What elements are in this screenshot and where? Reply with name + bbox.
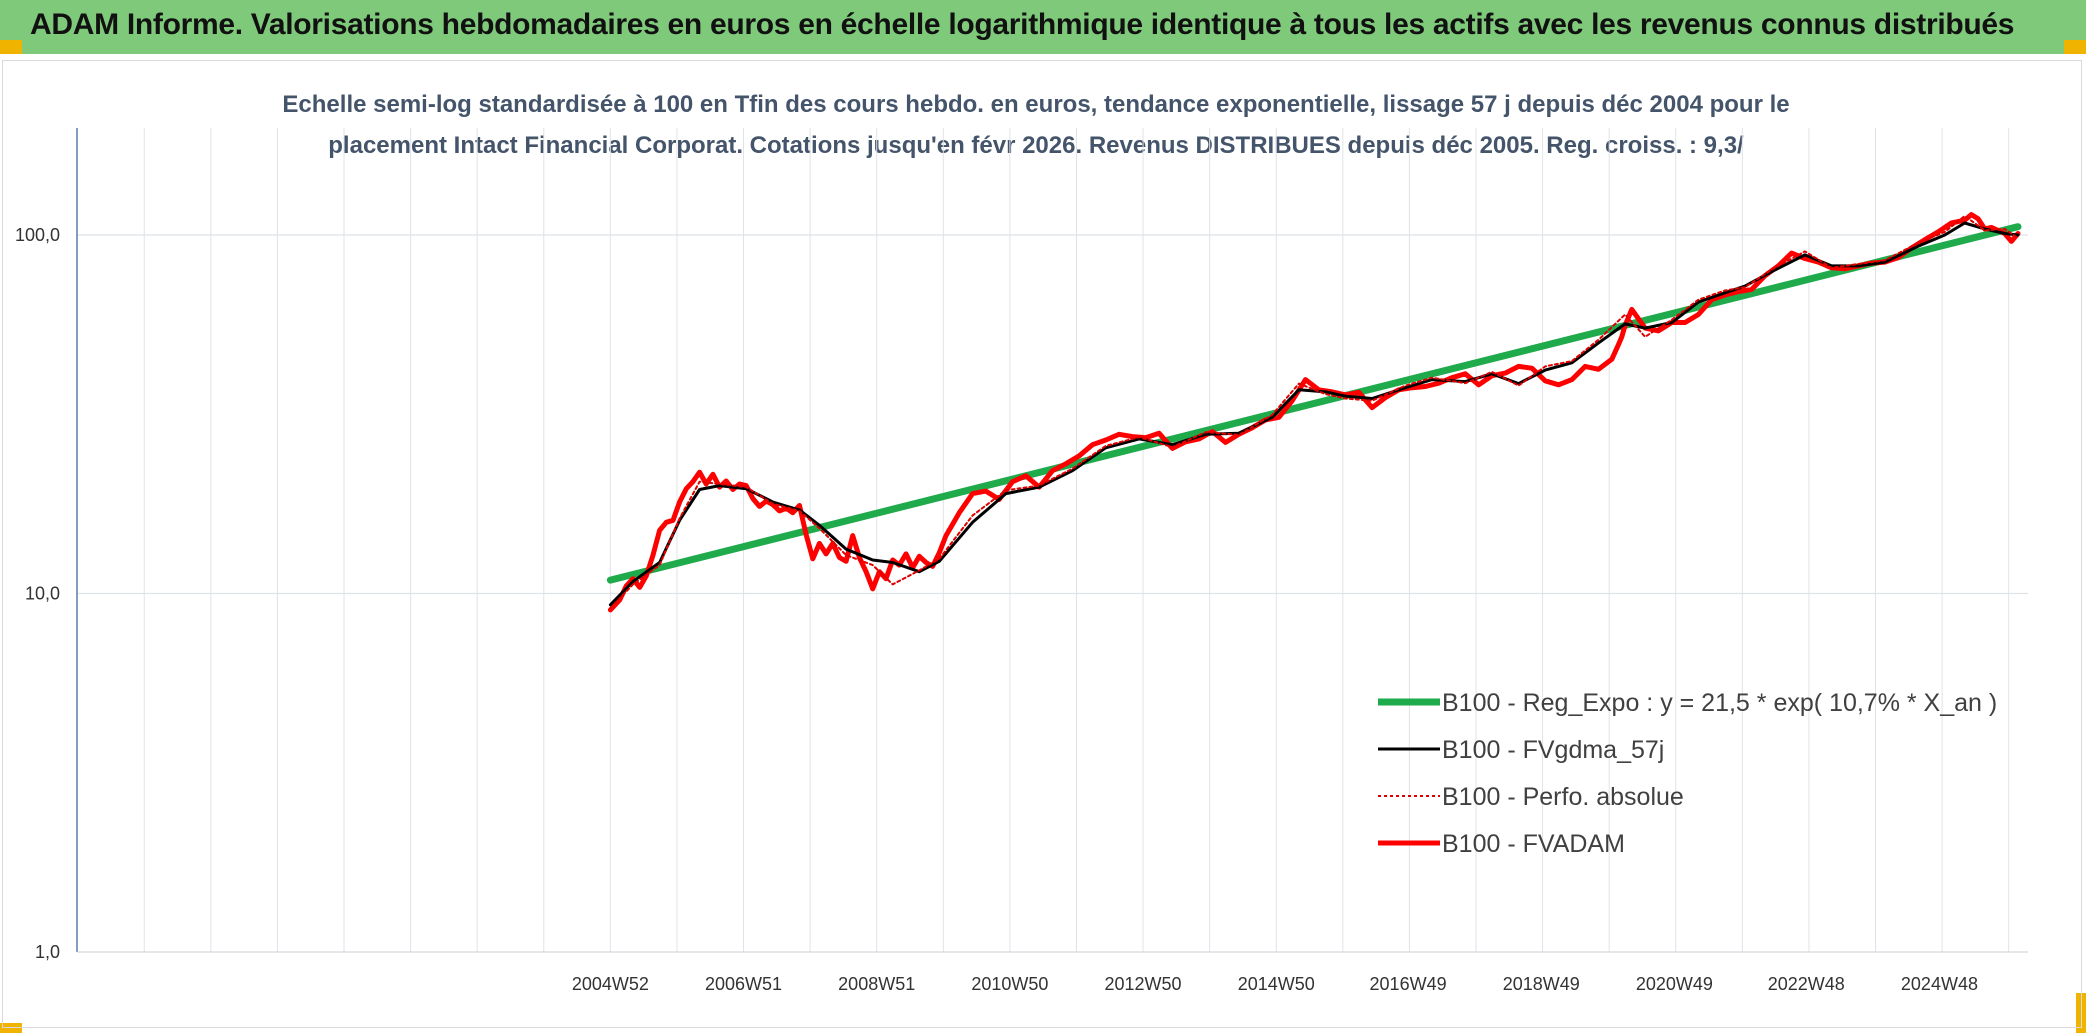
x-tick-label: 2010W50 (971, 974, 1048, 994)
x-tick-label: 2016W49 (1370, 974, 1447, 994)
chart-frame (2, 60, 2082, 1028)
x-tick-label: 2024W48 (1901, 974, 1978, 994)
corner-marker-bottom-left (0, 1023, 22, 1033)
series-line-dotted-red (609, 215, 2019, 610)
legend-label: B100 - FVgdma_57j (1442, 736, 1664, 764)
report-title: ADAM Informe. Valorisations hebdomadaire… (30, 8, 2015, 41)
chart-subtitle-line-1: Echelle semi-log standardisée à 100 en T… (282, 91, 1789, 118)
y-axis-tick-labels: 1,0 10,0 100,0 (15, 225, 60, 962)
x-axis-tick-labels: 2004W52 2006W51 2008W51 2010W50 2012W50 2014W… (572, 974, 1978, 994)
corner-marker-top-right (2064, 40, 2086, 54)
legend-label: B100 - FVADAM (1442, 830, 1625, 858)
x-tick-label: 2014W50 (1238, 974, 1315, 994)
legend-label: B100 - Perfo. absolue (1442, 783, 1684, 811)
x-tick-label: 2004W52 (572, 974, 649, 994)
x-tick-label: 2022W48 (1768, 974, 1845, 994)
x-tick-label: 2020W49 (1636, 974, 1713, 994)
x-tick-label: 2008W51 (838, 974, 915, 994)
horizontal-gridlines (77, 234, 2028, 595)
legend: B100 - Reg_Expo : y = 21,5 * exp( 10,7% … (1378, 689, 1997, 858)
chart-subtitle-line-2: placement Intact Financial Corporat. Cot… (328, 132, 1744, 159)
y-tick-label: 100,0 (15, 225, 60, 245)
series-layer (606, 212, 2022, 613)
y-tick-label: 10,0 (25, 584, 60, 604)
series-line-thin-black (608, 221, 2020, 607)
vertical-gridlines (143, 128, 2010, 952)
x-tick-label: 2018W49 (1503, 974, 1580, 994)
x-tick-label: 2012W50 (1105, 974, 1182, 994)
series-line-thick-green (606, 223, 2022, 584)
legend-label: B100 - Reg_Expo : y = 21,5 * exp( 10,7% … (1442, 689, 1997, 717)
series-line-thick-red (607, 212, 2021, 613)
y-tick-label: 1,0 (35, 942, 60, 962)
report-banner: ADAM Informe. Valorisations hebdomadaire… (0, 0, 2086, 54)
x-tick-label: 2006W51 (705, 974, 782, 994)
corner-marker-top-left (0, 40, 22, 54)
